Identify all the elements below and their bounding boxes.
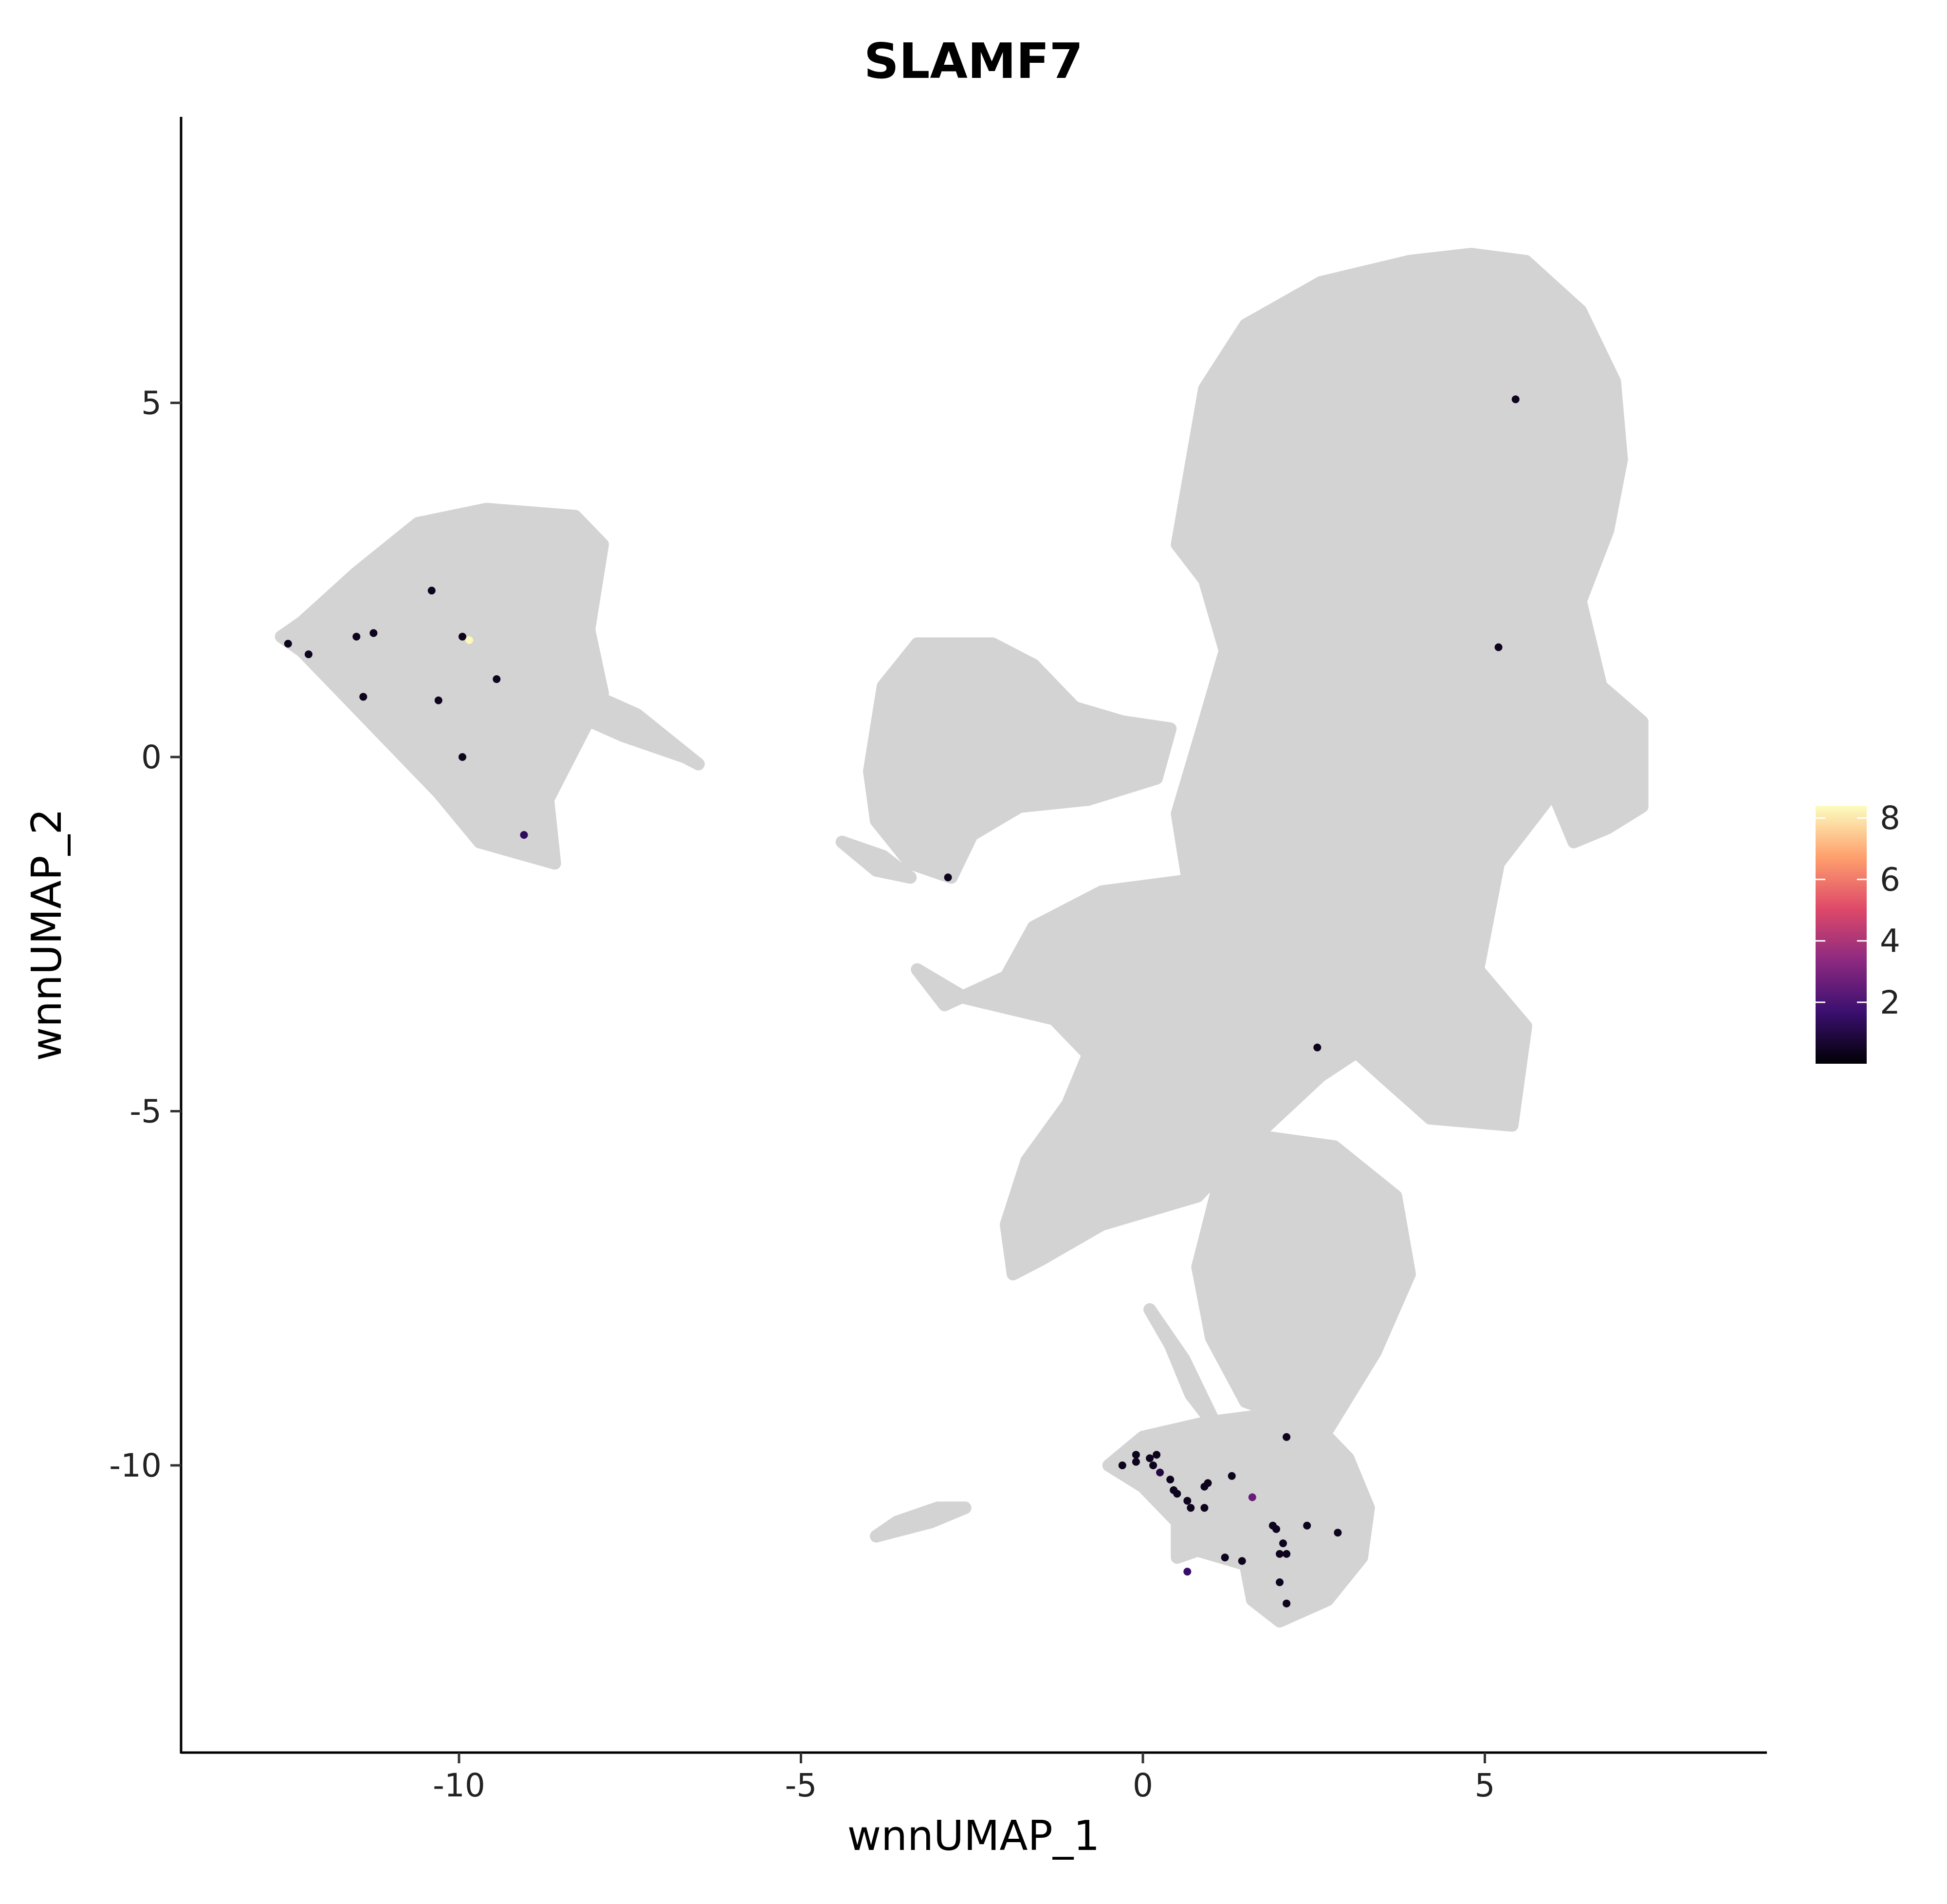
expressing-cell-point (1283, 1550, 1291, 1558)
expressing-cell-point (304, 650, 312, 658)
expressing-cell-point (434, 696, 442, 704)
background-cell-cloud-4 (835, 835, 917, 884)
y-tick-label: 5 (141, 385, 162, 422)
expressing-cell-point (1187, 1504, 1195, 1512)
y-tick-label: 0 (141, 739, 162, 776)
expressing-cell-point (1166, 1476, 1175, 1484)
expressing-cell-point (1183, 1497, 1192, 1505)
expressing-cell-point (1149, 1461, 1157, 1469)
expressing-cell-point (1283, 1433, 1291, 1441)
expressing-cell-point (1272, 1525, 1280, 1533)
expressing-cell-point (359, 693, 367, 701)
y-tick-label: -5 (129, 1093, 162, 1130)
background-cell-cloud-6 (911, 871, 1437, 1281)
expressing-cell-point (459, 632, 466, 641)
expressing-cell-point (1276, 1578, 1284, 1587)
expressing-cell-point (1511, 395, 1520, 404)
colorbar-tick-label: 6 (1880, 861, 1900, 898)
expressing-cell-point (1173, 1490, 1181, 1498)
x-tick-label: 0 (1133, 1767, 1153, 1804)
color-legend: 2 4 6 8 (1816, 799, 1900, 1064)
chart-title: SLAMF7 (864, 33, 1084, 90)
expressing-cell-point (1313, 1043, 1322, 1052)
colorbar (1816, 806, 1867, 1064)
expressing-cell-point (1303, 1521, 1311, 1530)
expressing-cell-point (1204, 1479, 1212, 1487)
expressing-cell-point (1228, 1472, 1236, 1480)
expressing-cell-point (284, 640, 292, 648)
x-tick-label: 5 (1475, 1767, 1495, 1804)
colorbar-tick-label: 4 (1880, 923, 1900, 960)
expressing-cell-point (1248, 1493, 1256, 1501)
background-cell-cloud-9 (1143, 1303, 1225, 1437)
expressing-cell-point (1156, 1468, 1164, 1477)
x-tick-label: -10 (433, 1767, 485, 1804)
background-cell-cloud-8 (1102, 1409, 1375, 1628)
y-axis-ticks: 5 0 -5 -10 (109, 385, 181, 1484)
background-cell-cloud-3 (863, 637, 1177, 884)
expressing-cell-point (1200, 1504, 1209, 1512)
x-tick-label: -5 (785, 1767, 817, 1804)
expressing-cell-point (465, 636, 474, 644)
expressing-cell-point (1183, 1568, 1192, 1576)
expressing-cell-point (1132, 1458, 1140, 1466)
expressing-cell-point (944, 873, 952, 882)
colorbar-tick-label: 8 (1880, 799, 1900, 837)
y-axis-title: wnnUMAP_2 (23, 809, 71, 1061)
expressing-cell-point (1279, 1539, 1287, 1548)
background-cells (275, 248, 1649, 1628)
expressing-cell-point (1146, 1454, 1154, 1462)
x-axis-ticks: -10 -5 0 5 (433, 1753, 1495, 1804)
colorbar-tick-label: 2 (1880, 984, 1900, 1021)
expressing-cell-point (1118, 1461, 1126, 1469)
background-cell-cloud-10 (870, 1501, 972, 1543)
expressing-cell-point (1494, 643, 1503, 651)
background-cell-cloud-2 (569, 687, 705, 771)
expressing-cell-point (1153, 1451, 1161, 1459)
expressing-cell-point (493, 675, 501, 683)
expressing-cells (284, 395, 1520, 1608)
background-cell-cloud-7 (1191, 1126, 1416, 1437)
y-tick-label: -10 (109, 1447, 162, 1484)
expressing-cell-point (352, 632, 361, 641)
expressing-cell-point (369, 629, 378, 637)
background-cell-cloud-1 (275, 502, 609, 870)
x-axis-title: wnnUMAP_1 (847, 1812, 1100, 1860)
expressing-cell-point (1221, 1553, 1229, 1562)
expressing-cell-point (520, 831, 528, 839)
expressing-cell-point (427, 587, 436, 595)
expressing-cell-point (1276, 1550, 1284, 1558)
expressing-cell-point (1238, 1557, 1246, 1565)
colorbar-ticks: 2 4 6 8 (1816, 799, 1900, 1021)
expressing-cell-point (1283, 1599, 1291, 1608)
expressing-cell-point (459, 753, 466, 761)
expressing-cell-point (1334, 1529, 1342, 1537)
expressing-cell-point (1132, 1451, 1140, 1459)
